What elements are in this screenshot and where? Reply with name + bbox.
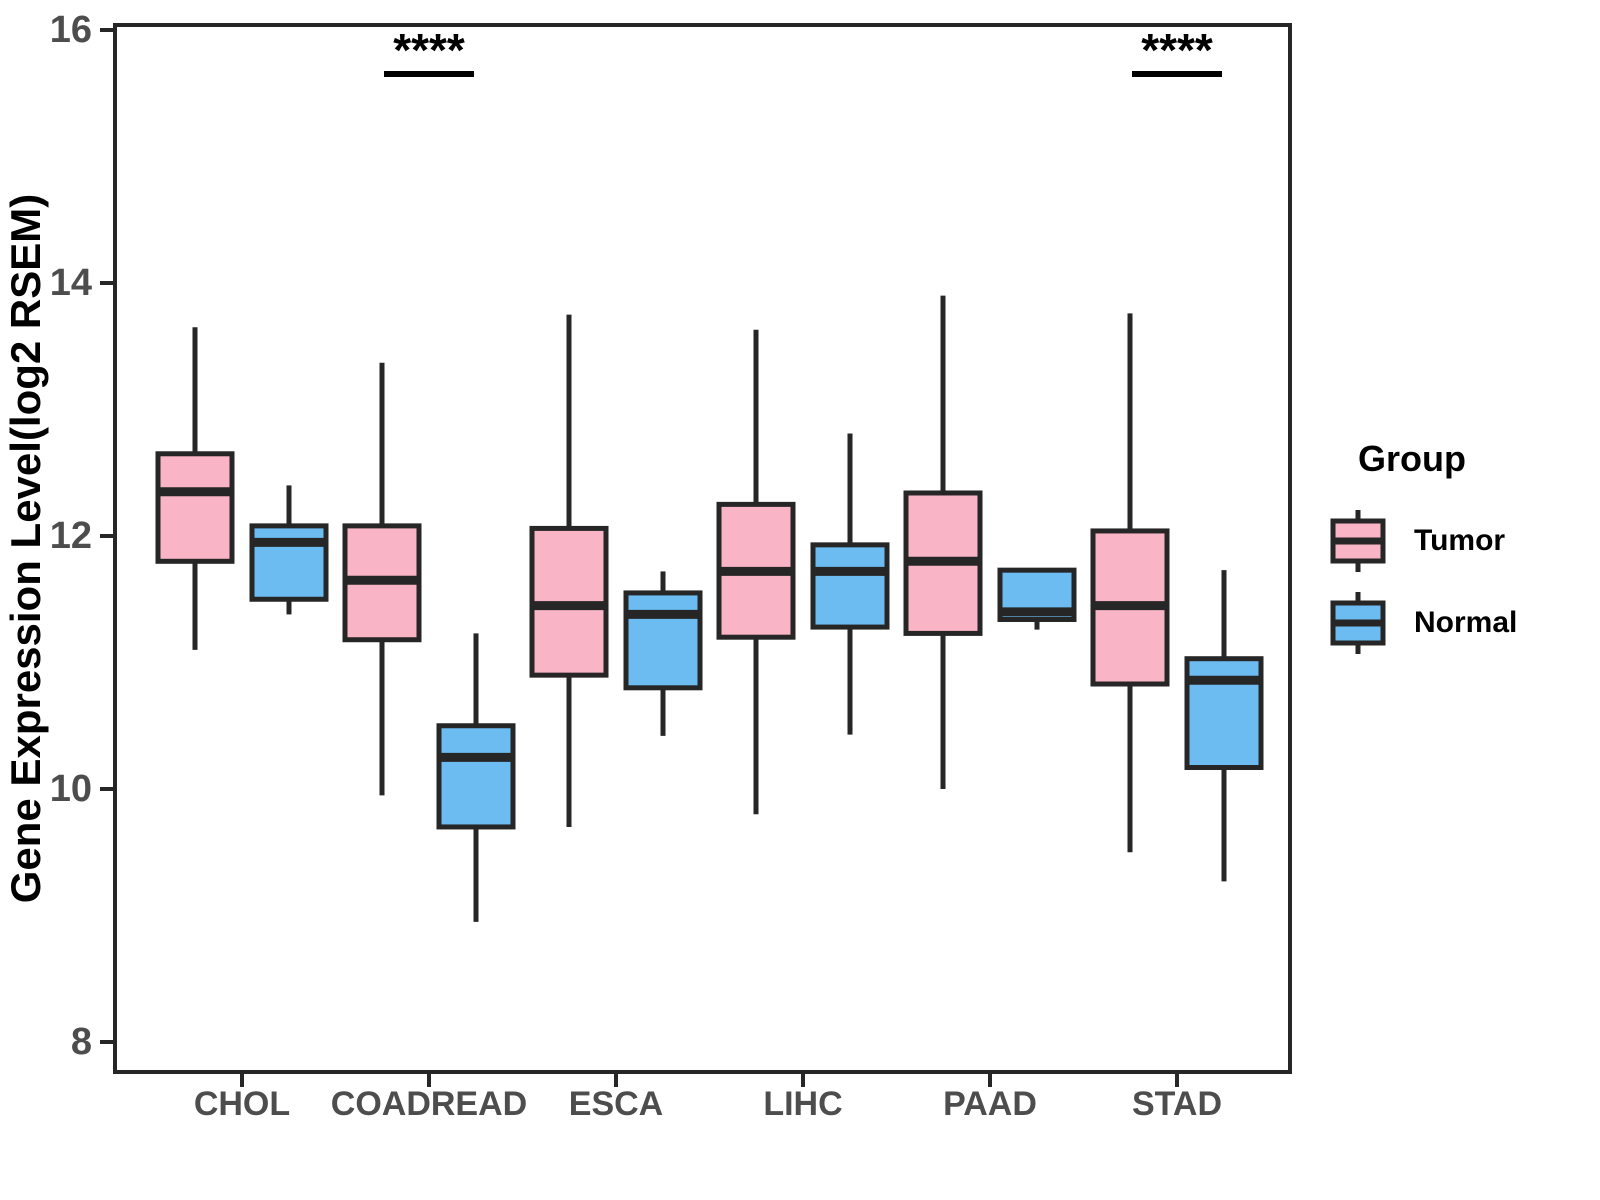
legend: Group Tumor Normal <box>1330 438 1517 672</box>
significance-bar <box>1132 71 1222 77</box>
x-axis-label-chol: CHOL <box>194 1085 290 1123</box>
legend-title: Group <box>1358 438 1466 479</box>
significance-bar <box>384 71 474 77</box>
y-tick-label: 8 <box>71 1021 92 1063</box>
box-normal-coadread <box>436 723 516 830</box>
box-normal-stad <box>1184 656 1264 770</box>
y-tick-label: 10 <box>50 768 92 810</box>
y-tick-label: 14 <box>50 262 92 304</box>
box-normal-esca <box>623 590 703 691</box>
box-normal-lihc <box>810 542 890 630</box>
x-axis-label-esca: ESCA <box>569 1085 663 1123</box>
y-axis-title: Gene Expression Level(log2 RSEM) <box>2 194 49 904</box>
box-normal-chol <box>249 523 329 602</box>
legend-item-tumor: Tumor <box>1330 508 1517 574</box>
legend-item-normal: Normal <box>1330 590 1517 656</box>
box-tumor-chol <box>155 451 235 564</box>
normal-boxplot-key-icon <box>1330 592 1386 654</box>
x-axis-label-lihc: LIHC <box>763 1085 842 1123</box>
y-tick-label: 16 <box>50 9 92 51</box>
significance-stars: **** <box>393 24 465 76</box>
y-tick-label: 12 <box>50 515 92 557</box>
x-axis-label-stad: STAD <box>1132 1085 1222 1123</box>
tumor-boxplot-key-icon <box>1330 510 1386 572</box>
significance-stars: **** <box>1141 24 1213 76</box>
panel-border <box>113 23 1292 1074</box>
x-axis-label-paad: PAAD <box>943 1085 1037 1123</box>
x-axis-label-coadread: COADREAD <box>331 1085 527 1123</box>
legend-label-tumor: Tumor <box>1414 524 1506 557</box>
legend-label-normal: Normal <box>1414 606 1518 639</box>
